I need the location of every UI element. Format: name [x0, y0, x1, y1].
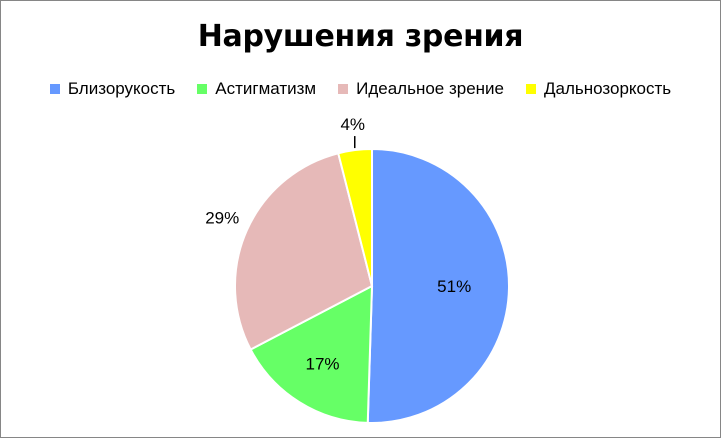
legend-item-hyperopia: Дальнозоркость [526, 79, 671, 99]
pie-slice-hyperopia [337, 147, 373, 287]
legend-swatch [526, 84, 537, 94]
data-label-perfect-vision: 29% [205, 209, 239, 228]
legend-swatch [338, 84, 349, 94]
legend-swatch [197, 84, 208, 94]
legend-label: Дальнозоркость [544, 79, 672, 98]
chart-title: Нарушения зрения [197, 19, 524, 54]
pie-slice-astigmatism [249, 284, 374, 424]
legend-item-myopia: Близорукость [49, 79, 176, 99]
data-label-myopia: 51% [437, 277, 471, 296]
legend-item-astigmatism: Астигматизм [197, 79, 316, 99]
data-label-astigmatism: 17% [306, 354, 340, 373]
legend-swatch [49, 84, 60, 94]
legend: Близорукость Астигматизм Идеальное зрени… [1, 79, 720, 99]
legend-label: Идеальное зрение [356, 79, 505, 98]
legend-label: Близорукость [67, 79, 176, 98]
data-label-hyperopia: 4% [340, 115, 365, 134]
legend-label: Астигматизм [215, 79, 317, 98]
pie-slice-perfect-vision [234, 152, 374, 351]
legend-item-perfect-vision: Идеальное зрение [338, 79, 504, 99]
pie-slice-myopia [366, 147, 510, 424]
